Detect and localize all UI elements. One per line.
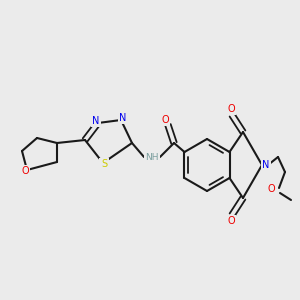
Text: S: S	[101, 159, 107, 169]
Text: O: O	[161, 115, 169, 125]
Text: O: O	[227, 104, 235, 114]
Text: N: N	[262, 160, 270, 170]
Text: O: O	[227, 216, 235, 226]
Text: O: O	[21, 166, 29, 176]
Text: N: N	[92, 116, 100, 126]
Text: O: O	[267, 184, 275, 194]
Text: NH: NH	[145, 152, 159, 161]
Text: N: N	[119, 113, 127, 123]
